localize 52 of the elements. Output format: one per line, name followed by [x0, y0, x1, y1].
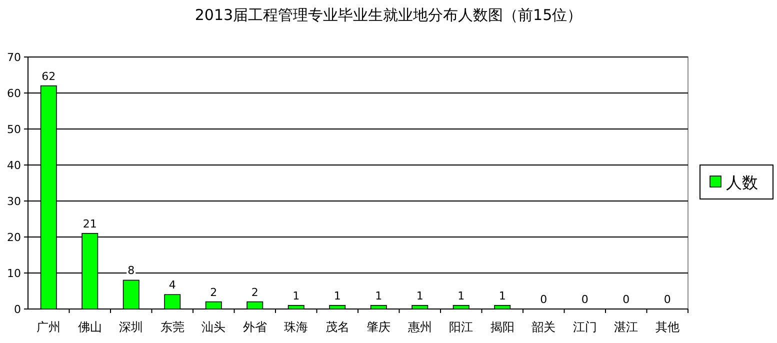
bar — [246, 301, 264, 310]
x-tick-label: 江门 — [572, 320, 597, 334]
bar — [412, 305, 428, 310]
data-label: 0 — [622, 293, 630, 306]
x-tick-label: 东莞 — [160, 320, 184, 334]
y-tick-label: 10 — [7, 267, 21, 280]
data-label: 62 — [42, 70, 56, 83]
bar — [288, 305, 304, 310]
x-tick-label: 其他 — [655, 320, 680, 334]
x-tick-label: 汕头 — [202, 320, 226, 334]
x-tick-label: 阳江 — [449, 320, 474, 334]
data-label: 0 — [581, 293, 588, 306]
x-tick-label: 广州 — [36, 320, 61, 334]
data-label: 8 — [128, 264, 135, 278]
bar — [329, 305, 346, 310]
bar — [494, 305, 511, 310]
data-label: 2 — [251, 286, 258, 299]
x-tick-label: 韶关 — [532, 320, 556, 334]
data-label: 4 — [168, 278, 176, 292]
x-tick-label: 佛山 — [78, 320, 102, 334]
y-tick-label: 0 — [14, 303, 21, 316]
chart-title: 2013届工程管理专业毕业生就业地分布人数图（前15位） — [194, 6, 582, 24]
data-label: 2 — [210, 286, 218, 299]
x-tick-label: 肇庆 — [366, 320, 391, 334]
y-tick-label: 70 — [7, 51, 21, 64]
bar — [122, 280, 140, 310]
bar — [164, 294, 181, 310]
y-tick-label: 60 — [7, 87, 21, 100]
y-tick-label: 20 — [7, 231, 21, 244]
x-tick-label: 深圳 — [119, 320, 144, 334]
x-tick-label: 外省 — [242, 320, 267, 334]
y-tick-label: 40 — [7, 159, 21, 172]
data-label: 0 — [540, 293, 548, 306]
y-tick-label: 30 — [7, 195, 21, 208]
data-label: 21 — [82, 217, 97, 230]
x-tick-label: 揭阳 — [490, 320, 514, 334]
data-label: 1 — [375, 289, 382, 302]
y-tick-label: 50 — [7, 123, 21, 136]
data-label: 1 — [292, 289, 300, 302]
data-label: 1 — [498, 289, 506, 302]
data-label: 1 — [416, 289, 424, 302]
x-tick-label: 茂名 — [325, 320, 350, 334]
bar — [370, 305, 387, 310]
x-tick-label: 珠海 — [284, 320, 308, 334]
bar — [452, 305, 470, 310]
data-label: 0 — [664, 293, 671, 306]
data-label: 1 — [334, 289, 341, 302]
legend-label: 人数 — [726, 173, 758, 192]
x-tick-label: 惠州 — [406, 320, 432, 334]
data-label: 1 — [458, 289, 465, 302]
x-tick-label: 湛江 — [614, 320, 638, 334]
bar — [205, 301, 222, 310]
